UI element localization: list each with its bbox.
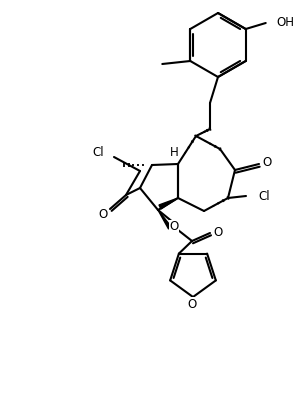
Text: O: O [262, 157, 272, 170]
Polygon shape [159, 198, 178, 209]
Text: O: O [169, 220, 179, 234]
Text: H: H [170, 147, 178, 160]
Text: Cl: Cl [258, 189, 270, 202]
Text: O: O [187, 297, 197, 310]
Text: Cl: Cl [92, 147, 104, 160]
Text: O: O [213, 226, 223, 239]
Polygon shape [158, 210, 172, 229]
Text: O: O [98, 207, 107, 220]
Text: OH: OH [277, 16, 295, 29]
